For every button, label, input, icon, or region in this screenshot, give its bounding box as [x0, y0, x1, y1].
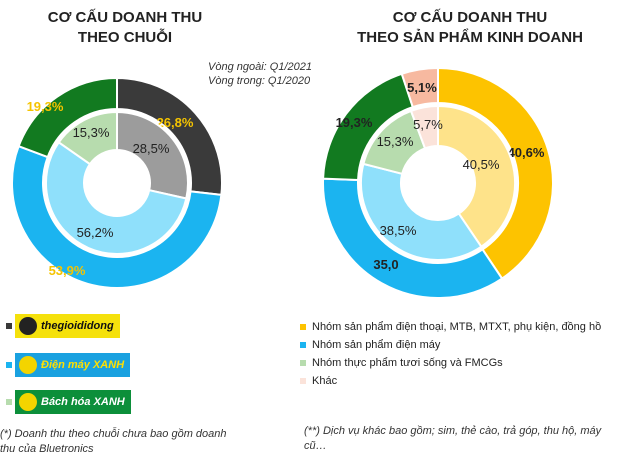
chart1-outer-label-2: 53,9% [49, 263, 86, 278]
legend-left-item-dmx: Điện máy XANH [6, 353, 131, 377]
legend-left-item-bhx: Bách hóa XANH [6, 390, 131, 414]
thegioididong-logo: thegioididong [15, 314, 120, 338]
chart2-inner-label-1: 40,5% [463, 157, 500, 172]
chart2-outer-label-3: 19,3% [336, 115, 373, 130]
chart1-outer-label-3: 19,3% [27, 99, 64, 114]
chart2-inner-slice-1 [437, 104, 516, 249]
chart-title-right: CƠ CẤU DOANH THU THEO SẢN PHẨM KINH DOAN… [320, 8, 620, 48]
legend-swatch-dmx [6, 362, 12, 368]
chart2-outer-slice-1 [437, 66, 554, 280]
dienmayxanh-logo: Điện máy XANH [15, 353, 131, 377]
legend-item-fmcg: Nhóm thực phẩm tươi sống và FMCGs [300, 354, 601, 372]
chart2-inner-label-4: 5,7% [413, 117, 443, 132]
chart2-outer-slice-4 [400, 66, 439, 109]
chart-title-left-line1: CƠ CẤU DOANH THU [47, 9, 203, 26]
chart-title-right-line2: THEO SẢN PHẨM KINH DOANH [357, 29, 583, 46]
chart-title-left: CƠ CẤU DOANH THU THEO CHUỖI [20, 8, 230, 48]
chart-title-right-line1: CƠ CẤU DOANH THU [392, 9, 548, 26]
chart1-inner-label-1: 28,5% [133, 141, 170, 156]
chart2-outer-label-1: 40,6% [508, 145, 545, 160]
legend-left-item-tgdd: thegioididong [6, 314, 120, 338]
chart1-outer-slice-3 [17, 76, 118, 159]
chart1-outer-label-1: 26,8% [157, 115, 194, 130]
chart1-inner-slice-1 [116, 110, 189, 200]
chart2-inner-label-3: 15,3% [377, 134, 414, 149]
legend-item-appliances: Nhóm sản phẩm điện máy [300, 336, 601, 354]
chart1-outer-slice-2 [11, 144, 223, 289]
legend-swatch-bhx [6, 399, 12, 405]
chart1-inner-label-2: 56,2% [77, 225, 114, 240]
footnote-left: (*) Doanh thu theo chuỗi chưa bao gồm do… [0, 428, 227, 455]
chart2-inner-label-2: 38,5% [380, 223, 417, 238]
chart1-inner-slice-2 [45, 140, 188, 255]
ring-note: Vòng ngoài: Q1/2021 Vòng trong: Q1/2020 [208, 60, 312, 88]
footnote-right: (**) Dịch vụ khác bao gồm; sim, thẻ cào,… [304, 425, 602, 452]
chart2-outer-label-2: 35,0 [373, 257, 398, 272]
legend-swatch-tgdd [6, 323, 12, 329]
chart-title-left-line2: THEO CHUỖI [77, 29, 173, 46]
chart2-outer-slice-2 [322, 177, 504, 299]
legend-item-phones: Nhóm sản phẩm điện thoại, MTB, MTXT, phụ… [300, 318, 601, 336]
ring-note-inner: Vòng trong: Q1/2020 [208, 75, 311, 87]
bachhoaxanh-logo: Bách hóa XANH [15, 390, 131, 414]
chart2-inner-slice-4 [409, 104, 439, 150]
legend-right: Nhóm sản phẩm điện thoại, MTB, MTXT, phụ… [300, 318, 601, 390]
ring-note-outer: Vòng ngoài: Q1/2021 [208, 61, 312, 73]
legend-item-other: Khác [300, 372, 601, 390]
chart2-outer-label-4: 5,1% [407, 80, 437, 95]
chart1-inner-label-3: 15,3% [73, 125, 110, 140]
chart2-inner-slice-2 [360, 162, 483, 261]
chart1-inner-slice-3 [57, 110, 118, 166]
